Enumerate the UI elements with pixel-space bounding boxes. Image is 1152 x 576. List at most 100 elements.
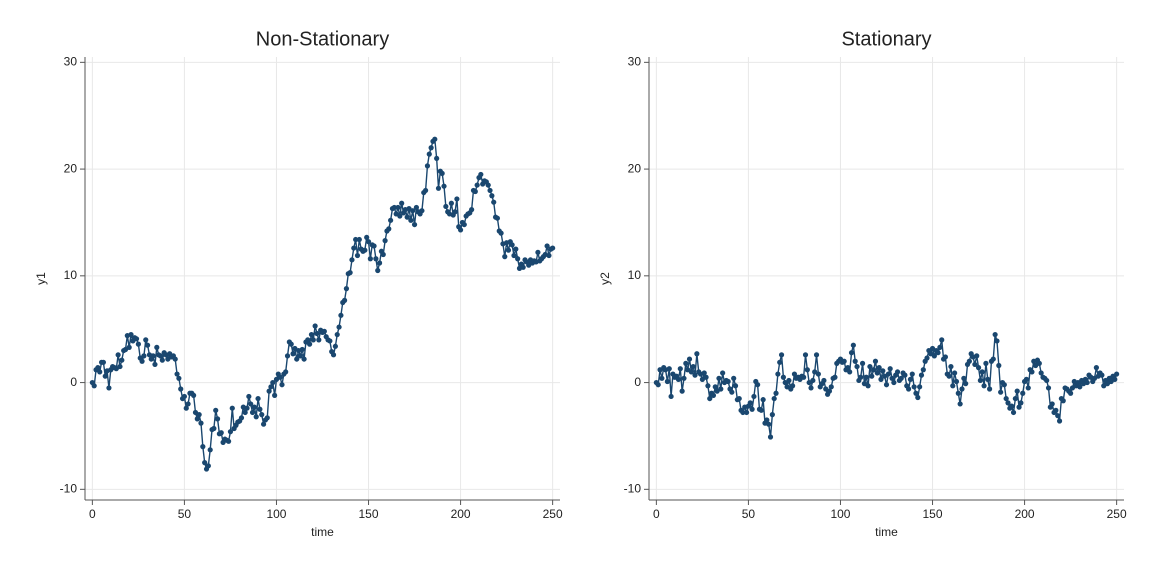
data-point: [452, 209, 458, 215]
data-point: [266, 388, 272, 394]
data-point: [758, 407, 764, 413]
data-point: [117, 363, 123, 370]
data-point: [213, 407, 219, 413]
data-point: [423, 187, 429, 194]
data-point: [391, 204, 397, 211]
data-point: [141, 353, 147, 359]
data-point: [404, 214, 410, 220]
data-point: [299, 346, 305, 353]
data-point: [955, 390, 961, 396]
data-point: [1038, 370, 1044, 376]
data-point: [935, 350, 941, 356]
data-point: [327, 338, 333, 344]
y-tick-label: 30: [628, 55, 642, 69]
y-tick-label: -10: [624, 481, 642, 495]
data-point: [992, 331, 998, 338]
data-point: [321, 328, 327, 334]
data-point: [152, 361, 158, 368]
data-point: [253, 414, 259, 420]
data-point: [755, 382, 761, 388]
data-point: [380, 251, 386, 258]
data-point: [472, 188, 478, 195]
data-point: [520, 264, 526, 270]
data-point: [946, 373, 952, 379]
data-point: [260, 421, 267, 427]
data-point: [248, 401, 254, 407]
data-point: [489, 193, 495, 199]
data-point: [859, 360, 866, 366]
data-point: [845, 365, 851, 371]
data-point: [894, 369, 901, 375]
data-point: [915, 394, 921, 401]
data-point: [428, 145, 434, 151]
data-point: [535, 249, 541, 255]
data-point: [176, 375, 182, 381]
data-point: [336, 324, 342, 330]
data-point: [515, 256, 521, 262]
data-point: [196, 412, 202, 418]
data-point: [419, 208, 425, 214]
data-point: [913, 390, 919, 396]
data-point: [314, 330, 320, 337]
data-point: [766, 421, 772, 427]
data-point: [777, 359, 783, 365]
data-point: [255, 395, 261, 402]
data-point: [334, 331, 340, 338]
data-point: [457, 227, 464, 233]
data-point: [675, 376, 682, 382]
data-point: [191, 392, 197, 398]
data-point: [883, 382, 890, 388]
data-point: [550, 245, 556, 251]
data-point: [1099, 372, 1105, 378]
data-point: [382, 238, 388, 244]
data-point: [133, 336, 140, 342]
data-point: [128, 331, 134, 338]
data-point: [354, 252, 361, 259]
data-point: [948, 363, 954, 370]
x-tick-label: 250: [1107, 507, 1127, 521]
data-point: [159, 357, 165, 363]
data-point: [509, 242, 515, 248]
data-point: [343, 286, 350, 292]
data-point: [1084, 379, 1090, 386]
data-point: [858, 374, 864, 380]
data-point: [911, 384, 917, 390]
data-point: [876, 365, 882, 371]
data-point: [100, 359, 107, 365]
data-point: [712, 384, 718, 390]
data-point: [810, 377, 816, 384]
data-point: [297, 353, 304, 359]
data-point: [905, 386, 912, 392]
data-point: [749, 406, 755, 412]
data-point: [677, 366, 683, 372]
data-point: [690, 363, 696, 370]
data-point: [1012, 395, 1018, 402]
data-point: [290, 351, 296, 357]
data-point: [386, 226, 392, 232]
data-point: [1009, 403, 1015, 409]
data-point: [681, 375, 687, 381]
data-point: [688, 369, 694, 375]
data-point: [198, 420, 204, 426]
data-point: [952, 370, 958, 376]
data-point: [511, 252, 517, 259]
data-point: [211, 425, 217, 432]
x-tick-label: 100: [266, 507, 286, 521]
data-point: [1016, 404, 1022, 410]
data-point: [1044, 377, 1050, 384]
data-point: [150, 353, 156, 359]
data-point: [301, 356, 307, 362]
data-point: [751, 393, 757, 400]
data-point: [865, 383, 871, 389]
data-point: [880, 368, 886, 374]
data-point: [279, 382, 285, 388]
data-point: [1045, 385, 1052, 391]
data-point: [885, 371, 891, 377]
data-point: [91, 383, 97, 389]
data-point: [1049, 401, 1055, 407]
data-point: [942, 354, 949, 360]
data-point: [426, 151, 432, 157]
data-point: [743, 409, 750, 416]
